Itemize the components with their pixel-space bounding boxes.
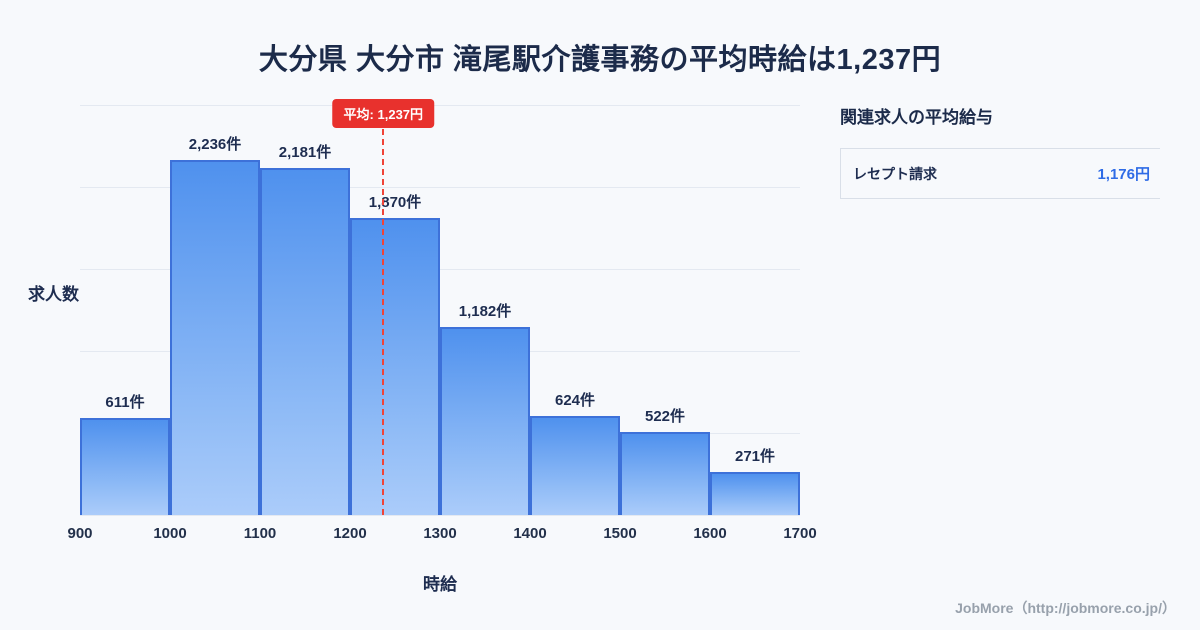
x-tick-label: 1200 bbox=[333, 525, 367, 542]
bar-value-label: 2,181件 bbox=[278, 144, 332, 161]
x-tick-label: 1300 bbox=[423, 525, 457, 542]
x-tick-label: 1000 bbox=[153, 525, 187, 542]
side-panel-title: 関連求人の平均給与 bbox=[840, 108, 993, 127]
x-tick-label: 1700 bbox=[783, 525, 817, 542]
page-title: 大分県 大分市 滝尾駅介護事務の平均時給は1,237円 bbox=[258, 44, 942, 76]
histogram-bar bbox=[620, 432, 710, 515]
x-tick-label: 1600 bbox=[693, 525, 727, 542]
bar-value-label: 1,870件 bbox=[368, 194, 422, 211]
bar-value-label: 271件 bbox=[734, 448, 776, 465]
salary-label: レセプト請求 bbox=[853, 165, 937, 182]
bar-value-label: 1,182件 bbox=[458, 303, 512, 320]
bar-value-label: 611件 bbox=[105, 394, 145, 411]
histogram-bar bbox=[260, 168, 350, 515]
gridline bbox=[80, 515, 800, 516]
y-axis-label: 求人数 bbox=[28, 285, 79, 304]
plot-area: 611件 2,236件 2,181件 1,870件 1,182件 624件 522件 271件… bbox=[67, 99, 817, 542]
histogram-bar bbox=[350, 218, 440, 515]
x-axis-label: 時給 bbox=[423, 575, 457, 594]
x-tick-label: 1400 bbox=[513, 525, 547, 542]
side-panel: 関連求人の平均給与 レセプト請求 1,176円 bbox=[840, 103, 1160, 199]
bar-value-label: 624件 bbox=[554, 392, 596, 409]
gridline bbox=[80, 269, 800, 270]
salary-row: レセプト請求 1,176円 bbox=[840, 148, 1160, 199]
gridline bbox=[80, 105, 800, 106]
histogram-bar bbox=[80, 418, 170, 515]
histogram-bar bbox=[440, 327, 530, 515]
histogram-bar bbox=[530, 416, 620, 515]
x-tick-label: 1500 bbox=[603, 525, 637, 542]
bar-value-label: 2,236件 bbox=[188, 136, 242, 153]
footer-credit: JobMore（http://jobmore.co.jp/） bbox=[955, 600, 1176, 616]
histogram-bar bbox=[170, 160, 260, 515]
average-line bbox=[382, 129, 385, 515]
average-badge: 平均: 1,237円 bbox=[332, 99, 435, 128]
salary-value: 1,176円 bbox=[1097, 166, 1150, 183]
histogram-bar bbox=[710, 472, 800, 515]
x-tick-label: 900 bbox=[67, 525, 93, 542]
bar-value-label: 522件 bbox=[644, 408, 686, 425]
gridline bbox=[80, 187, 800, 188]
x-tick-label: 1100 bbox=[243, 525, 277, 542]
